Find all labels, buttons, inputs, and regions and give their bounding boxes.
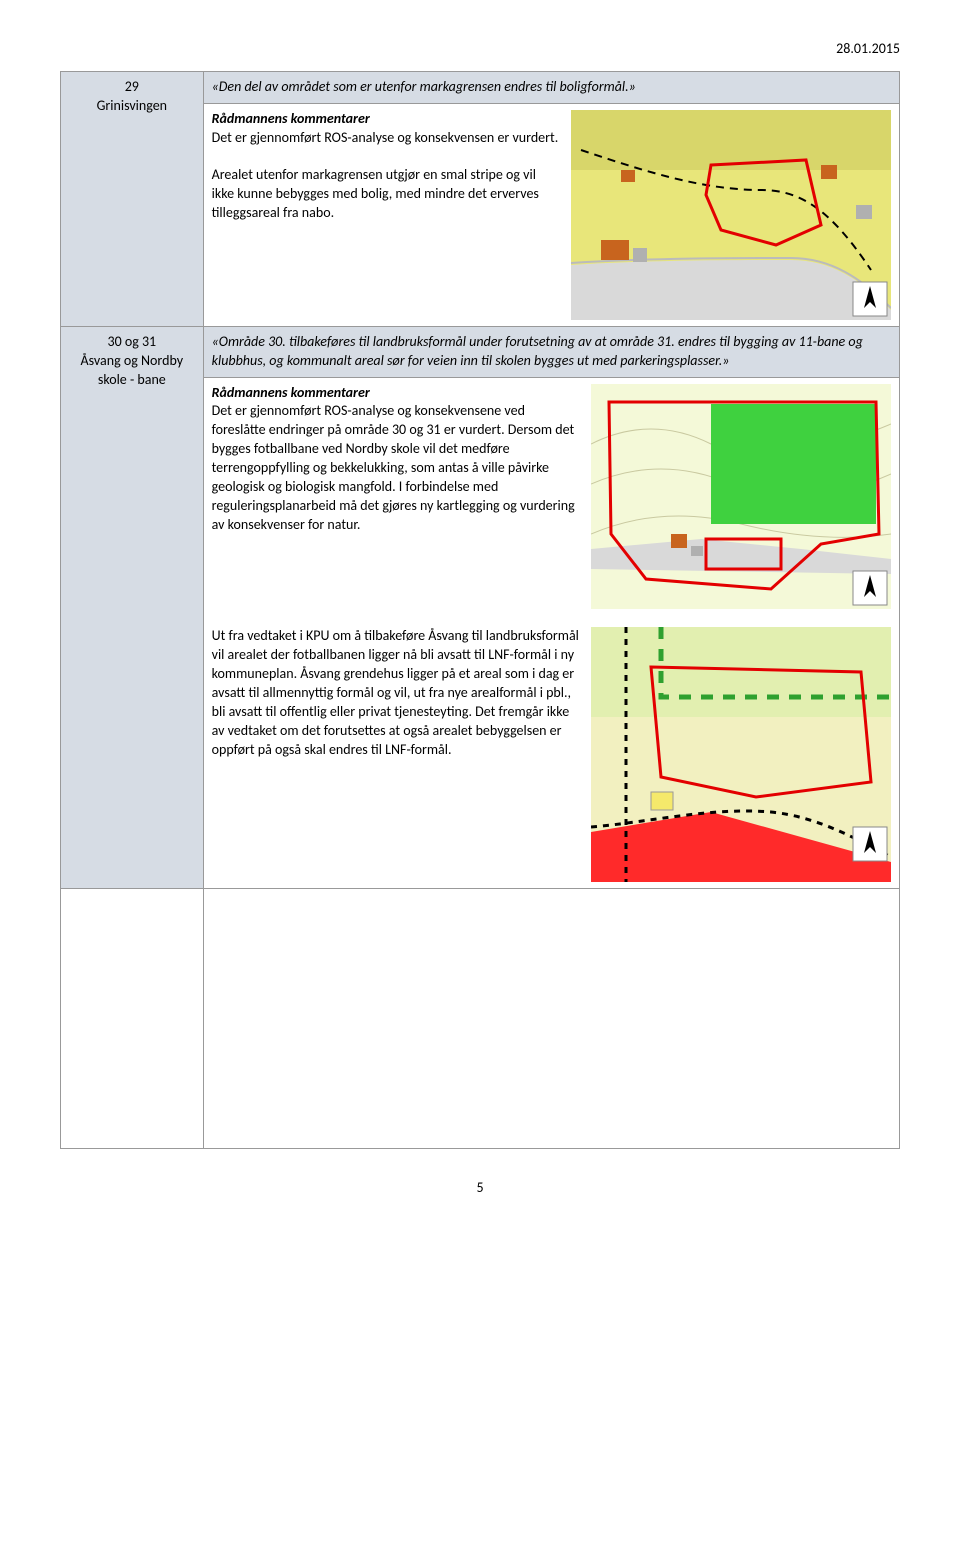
section-29-content: Rådmannens kommentarer Det er gjennomfør… bbox=[203, 103, 899, 326]
section-30-quote-cell: «Område 30. tilbakeføres til landbruksfo… bbox=[203, 326, 899, 377]
trailing-blank-row bbox=[61, 889, 900, 1149]
section-30-comm-p2: Ut fra vedtaket i KPU om å tilbakeføre Å… bbox=[212, 627, 581, 759]
section-30-title: Åsvang og Nordby skole - bane bbox=[81, 352, 184, 388]
section-29-quote-cell: «Den del av området som er utenfor marka… bbox=[203, 71, 899, 103]
section-30-header-row: 30 og 31 Åsvang og Nordby skole - bane «… bbox=[61, 326, 900, 377]
section-30-number: 30 og 31 bbox=[107, 333, 156, 350]
map-31a-svg bbox=[591, 384, 891, 609]
section-29-id: 29 Grinisvingen bbox=[61, 71, 204, 326]
document-table: 29 Grinisvingen «Den del av området som … bbox=[60, 71, 900, 1150]
section-30-map-b bbox=[591, 627, 891, 882]
section-30-quote: «Område 30. tilbakeføres til landbruksfo… bbox=[212, 333, 863, 369]
section-29-comm-head: Rådmannens kommentarer bbox=[212, 110, 561, 129]
section-29-map bbox=[571, 110, 891, 320]
trailing-blank-left bbox=[61, 889, 204, 1149]
section-30-comm-head: Rådmannens kommentarer bbox=[212, 384, 581, 403]
section-29-title: Grinisvingen bbox=[97, 97, 167, 114]
section-30-map-a bbox=[591, 384, 891, 609]
doc-date: 28.01.2015 bbox=[60, 40, 900, 59]
section-29-comm-p1: Det er gjennomført ROS-analyse og konsek… bbox=[212, 129, 561, 148]
section-30-content: Rådmannens kommentarer Det er gjennomfør… bbox=[203, 377, 899, 889]
section-30-comm-p1: Det er gjennomført ROS-analyse og konsek… bbox=[212, 402, 581, 534]
map-29-svg bbox=[571, 110, 891, 320]
trailing-blank-right bbox=[203, 889, 899, 1149]
section-29-header-row: 29 Grinisvingen «Den del av området som … bbox=[61, 71, 900, 103]
section-30-id: 30 og 31 Åsvang og Nordby skole - bane bbox=[61, 326, 204, 889]
section-29-number: 29 bbox=[125, 78, 139, 95]
section-29-comm-p2: Arealet utenfor markagrensen utgjør en s… bbox=[212, 166, 561, 223]
section-29-quote: «Den del av området som er utenfor marka… bbox=[212, 78, 636, 95]
map-31b-svg bbox=[591, 627, 891, 882]
page-number: 5 bbox=[60, 1179, 900, 1198]
